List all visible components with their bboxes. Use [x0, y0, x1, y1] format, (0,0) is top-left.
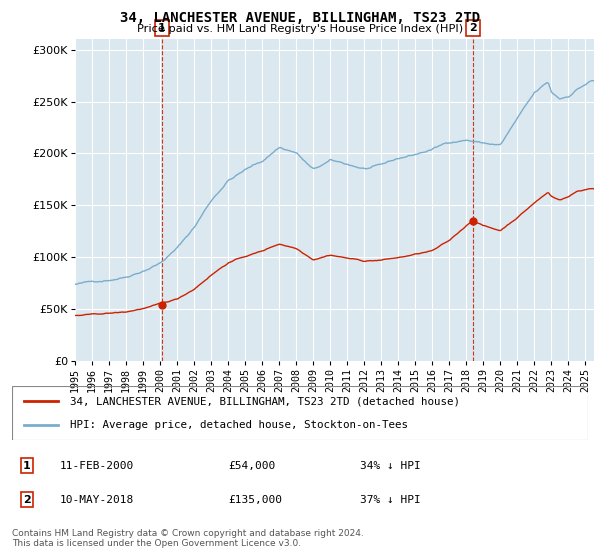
Text: Contains HM Land Registry data © Crown copyright and database right 2024.: Contains HM Land Registry data © Crown c… — [12, 529, 364, 538]
Text: Price paid vs. HM Land Registry's House Price Index (HPI): Price paid vs. HM Land Registry's House … — [137, 24, 463, 34]
Text: This data is licensed under the Open Government Licence v3.0.: This data is licensed under the Open Gov… — [12, 539, 301, 548]
Text: 37% ↓ HPI: 37% ↓ HPI — [360, 494, 421, 505]
Text: 10-MAY-2018: 10-MAY-2018 — [60, 494, 134, 505]
Text: 1: 1 — [23, 461, 31, 471]
Text: 34, LANCHESTER AVENUE, BILLINGHAM, TS23 2TD (detached house): 34, LANCHESTER AVENUE, BILLINGHAM, TS23 … — [70, 396, 460, 407]
Text: £54,000: £54,000 — [228, 461, 275, 471]
Text: 2: 2 — [469, 23, 476, 32]
Text: £135,000: £135,000 — [228, 494, 282, 505]
Text: 1: 1 — [158, 23, 166, 32]
Text: HPI: Average price, detached house, Stockton-on-Tees: HPI: Average price, detached house, Stoc… — [70, 419, 407, 430]
Text: 34, LANCHESTER AVENUE, BILLINGHAM, TS23 2TD: 34, LANCHESTER AVENUE, BILLINGHAM, TS23 … — [120, 11, 480, 25]
Text: 2: 2 — [23, 494, 31, 505]
Text: 34% ↓ HPI: 34% ↓ HPI — [360, 461, 421, 471]
Text: 11-FEB-2000: 11-FEB-2000 — [60, 461, 134, 471]
